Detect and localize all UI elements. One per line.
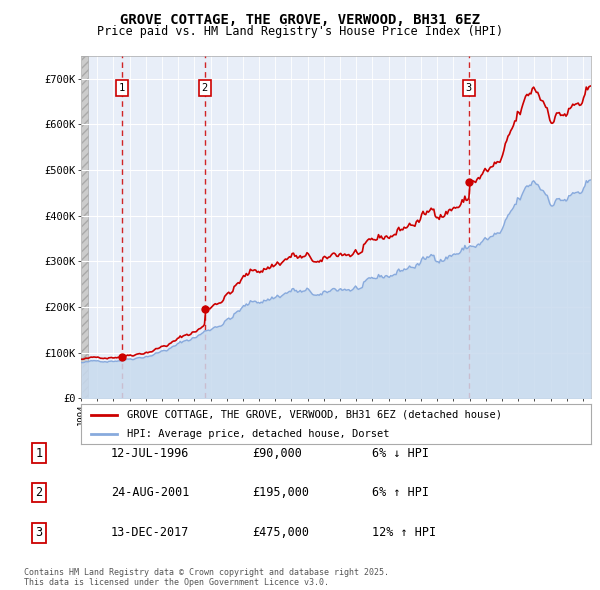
- Text: 1: 1: [35, 447, 43, 460]
- Text: Price paid vs. HM Land Registry's House Price Index (HPI): Price paid vs. HM Land Registry's House …: [97, 25, 503, 38]
- Text: 12-JUL-1996: 12-JUL-1996: [111, 447, 190, 460]
- Text: GROVE COTTAGE, THE GROVE, VERWOOD, BH31 6EZ: GROVE COTTAGE, THE GROVE, VERWOOD, BH31 …: [120, 13, 480, 27]
- Text: £475,000: £475,000: [252, 526, 309, 539]
- Text: 6% ↑ HPI: 6% ↑ HPI: [372, 486, 429, 499]
- Text: 13-DEC-2017: 13-DEC-2017: [111, 526, 190, 539]
- Bar: [81, 56, 88, 398]
- Text: £90,000: £90,000: [252, 447, 302, 460]
- Text: GROVE COTTAGE, THE GROVE, VERWOOD, BH31 6EZ (detached house): GROVE COTTAGE, THE GROVE, VERWOOD, BH31 …: [127, 410, 502, 420]
- Text: 3: 3: [466, 83, 472, 93]
- Text: 1: 1: [119, 83, 125, 93]
- Text: 2: 2: [35, 486, 43, 499]
- Text: 24-AUG-2001: 24-AUG-2001: [111, 486, 190, 499]
- Text: 6% ↓ HPI: 6% ↓ HPI: [372, 447, 429, 460]
- Text: 3: 3: [35, 526, 43, 539]
- Text: Contains HM Land Registry data © Crown copyright and database right 2025.
This d: Contains HM Land Registry data © Crown c…: [24, 568, 389, 587]
- Text: HPI: Average price, detached house, Dorset: HPI: Average price, detached house, Dors…: [127, 429, 389, 438]
- Text: £195,000: £195,000: [252, 486, 309, 499]
- Text: 2: 2: [202, 83, 208, 93]
- Text: 12% ↑ HPI: 12% ↑ HPI: [372, 526, 436, 539]
